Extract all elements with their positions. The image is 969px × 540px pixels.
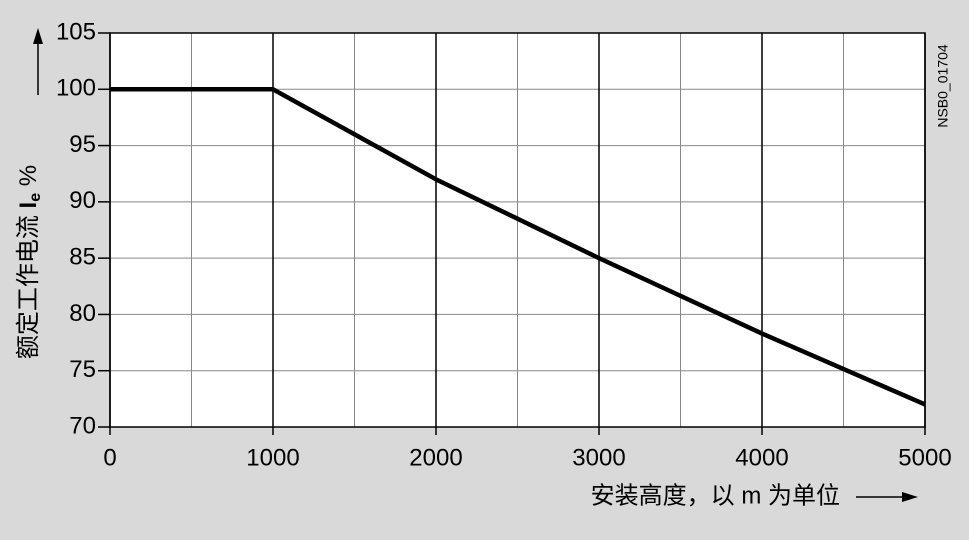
y-label-unit: %	[15, 165, 42, 193]
x-tick-label: 2000	[409, 444, 462, 471]
x-tick-label: 3000	[572, 444, 625, 471]
y-tick-label: 95	[69, 131, 96, 158]
y-tick-label: 85	[69, 243, 96, 270]
y-label-subscript: e	[27, 193, 44, 202]
plot-frame	[109, 32, 926, 428]
x-axis-arrowhead	[902, 492, 918, 502]
x-axis-label: 安装高度，以 m 为单位	[591, 482, 840, 509]
y-tick-label: 75	[69, 356, 96, 383]
y-tick-label: 90	[69, 187, 96, 214]
y-label-symbol: I	[15, 202, 42, 209]
data-line	[110, 87, 926, 407]
y-axis-label: 额定工作电流 Ie %	[15, 165, 44, 359]
x-tick-label: 4000	[735, 444, 788, 471]
x-tick-label: 0	[103, 444, 116, 471]
y-axis-arrowhead	[33, 28, 43, 44]
x-tick-label: 5000	[898, 444, 951, 471]
x-tick-label: 1000	[246, 444, 299, 471]
y-tick-label: 70	[69, 412, 96, 439]
marks	[110, 87, 926, 407]
y-tick-label: 100	[56, 75, 96, 102]
y-label-text: 额定工作电流	[15, 208, 42, 359]
y-tick-label: 80	[69, 300, 96, 327]
figure-code: NSB0_01704	[935, 44, 951, 128]
y-tick-label: 105	[56, 18, 96, 45]
